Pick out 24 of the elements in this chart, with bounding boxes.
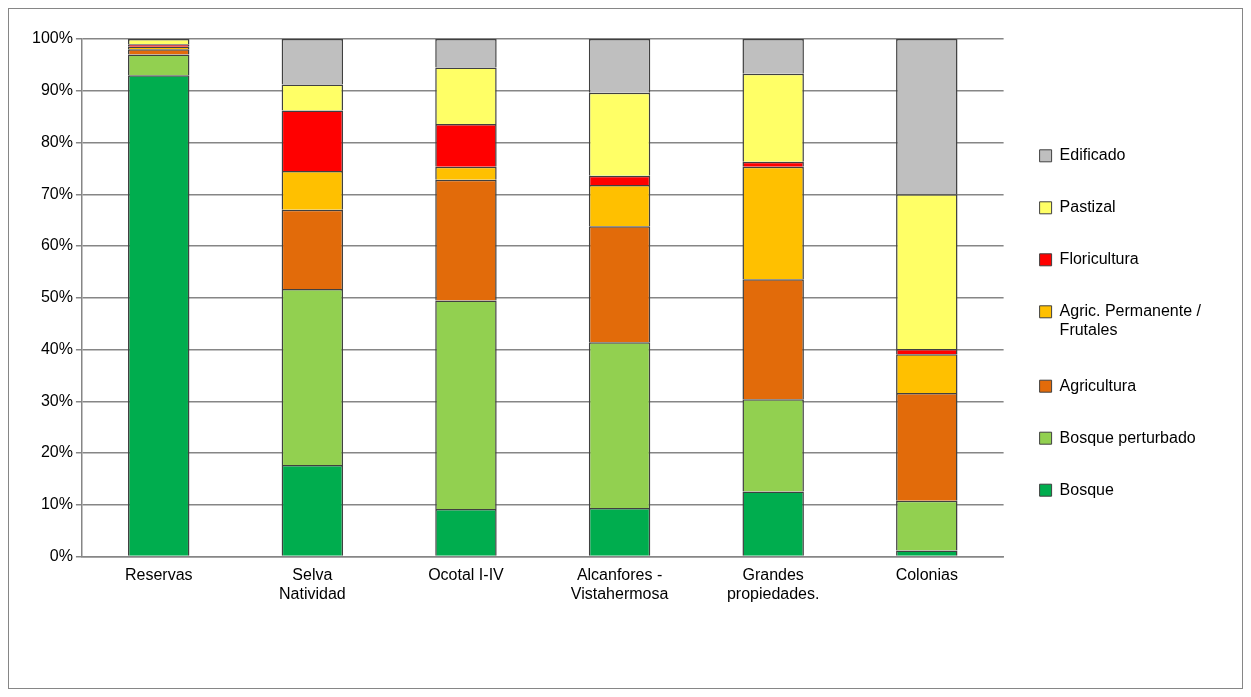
y-tick-label: 90%: [40, 81, 73, 99]
y-tick-label: 70%: [40, 184, 73, 202]
x-tick-label: Ocotal I-IV: [428, 565, 505, 583]
legend-label: Bosque perturbado: [1059, 428, 1196, 446]
y-tick-label: 30%: [40, 391, 73, 409]
y-tick-label: 50%: [40, 288, 73, 306]
legend-label: Edificado: [1059, 146, 1126, 164]
y-tick-label: 40%: [40, 339, 73, 357]
legend-label: Floricultura: [1059, 250, 1139, 268]
y-tick-label: 0%: [49, 547, 73, 565]
legend-label: Agricultura: [1059, 376, 1137, 394]
y-tick-label: 20%: [40, 443, 73, 461]
x-tick-label: Colonias: [895, 565, 958, 583]
x-tick-label: Selva Natividad: [278, 565, 346, 602]
legend-label: Pastizal: [1059, 198, 1116, 216]
x-tick-label: Reservas: [124, 565, 193, 583]
y-tick-label: 100%: [32, 29, 73, 47]
y-tick-label: 80%: [40, 132, 73, 150]
y-tick-label: 10%: [40, 495, 73, 513]
x-tick-label: Alcanfores - Vistahermosa: [570, 565, 669, 602]
legend-label: Bosque: [1059, 480, 1114, 498]
x-tick-label: Grandes propiedades.: [726, 565, 820, 602]
y-tick-label: 60%: [40, 236, 73, 254]
legend-label: Agric. Permanente / Frutales: [1059, 302, 1202, 339]
